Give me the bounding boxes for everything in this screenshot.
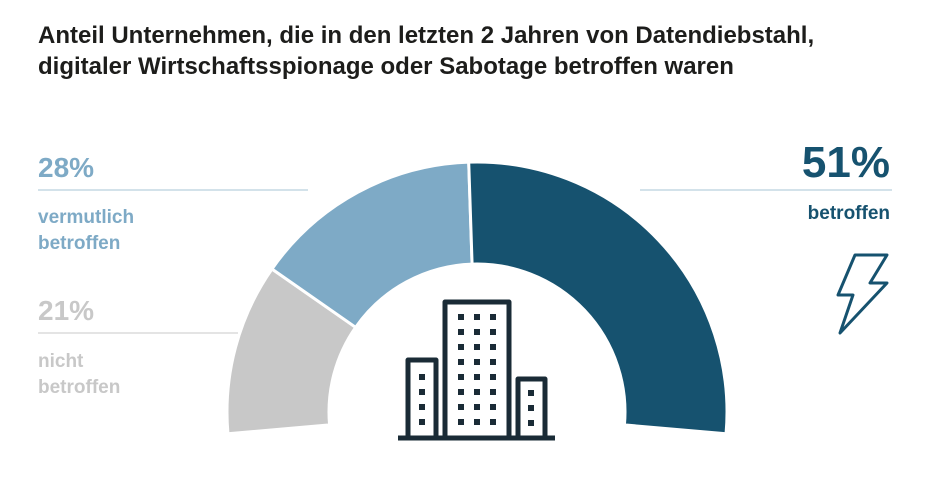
building-window bbox=[490, 344, 496, 350]
slice-label-nicht-line-1: nicht bbox=[38, 351, 84, 372]
building-window bbox=[419, 389, 425, 395]
value-label-betroffen: 51% bbox=[801, 138, 890, 187]
building-window bbox=[528, 420, 534, 426]
building-windows bbox=[419, 314, 534, 426]
chart-title: Anteil Unternehmen, die in den letzten 2… bbox=[38, 20, 898, 82]
building-window bbox=[474, 314, 480, 320]
building-window bbox=[458, 359, 464, 365]
building-icon bbox=[398, 299, 555, 441]
building-window bbox=[490, 419, 496, 425]
building-window bbox=[458, 329, 464, 335]
building-window bbox=[474, 359, 480, 365]
building-window bbox=[490, 404, 496, 410]
building-window bbox=[474, 404, 480, 410]
lightning-bolt-icon bbox=[836, 253, 889, 335]
slice-label-betroffen-line-1: betroffen bbox=[807, 203, 890, 224]
building-window bbox=[474, 344, 480, 350]
value-label-nicht: 21% bbox=[38, 295, 95, 326]
building-window bbox=[419, 404, 425, 410]
value-label-vermutlich: 28% bbox=[38, 152, 95, 183]
building-window bbox=[419, 419, 425, 425]
building-window bbox=[419, 374, 425, 380]
building-window bbox=[474, 329, 480, 335]
chart-slices bbox=[225, 160, 729, 436]
slice-label-nicht: nicht betroffen bbox=[38, 349, 120, 401]
chart-title-line-1: Anteil Unternehmen, die in den letzten 2… bbox=[38, 22, 815, 49]
building-window bbox=[490, 329, 496, 335]
slice-label-nicht-line-2: betroffen bbox=[38, 377, 121, 398]
building-window bbox=[458, 374, 464, 380]
slice-label-vermutlich-line-1: vermutlich bbox=[38, 207, 135, 228]
building-window bbox=[490, 359, 496, 365]
building-window bbox=[490, 314, 496, 320]
slice-label-vermutlich-line-2: betroffen bbox=[38, 233, 121, 254]
building-window bbox=[490, 389, 496, 395]
building-window bbox=[458, 314, 464, 320]
building-window bbox=[474, 374, 480, 380]
building-window bbox=[528, 390, 534, 396]
slice-betroffen bbox=[467, 160, 729, 436]
building-window bbox=[474, 419, 480, 425]
chart-title-line-2: digitaler Wirtschaftsspionage oder Sabot… bbox=[38, 53, 734, 80]
building-window bbox=[458, 404, 464, 410]
slice-label-betroffen: betroffen bbox=[808, 201, 890, 227]
building-window bbox=[458, 419, 464, 425]
building-window bbox=[490, 374, 496, 380]
slice-label-vermutlich: vermutlich betroffen bbox=[38, 205, 134, 257]
building-window bbox=[458, 389, 464, 395]
building-window bbox=[474, 389, 480, 395]
building-window bbox=[458, 344, 464, 350]
building-window bbox=[528, 405, 534, 411]
